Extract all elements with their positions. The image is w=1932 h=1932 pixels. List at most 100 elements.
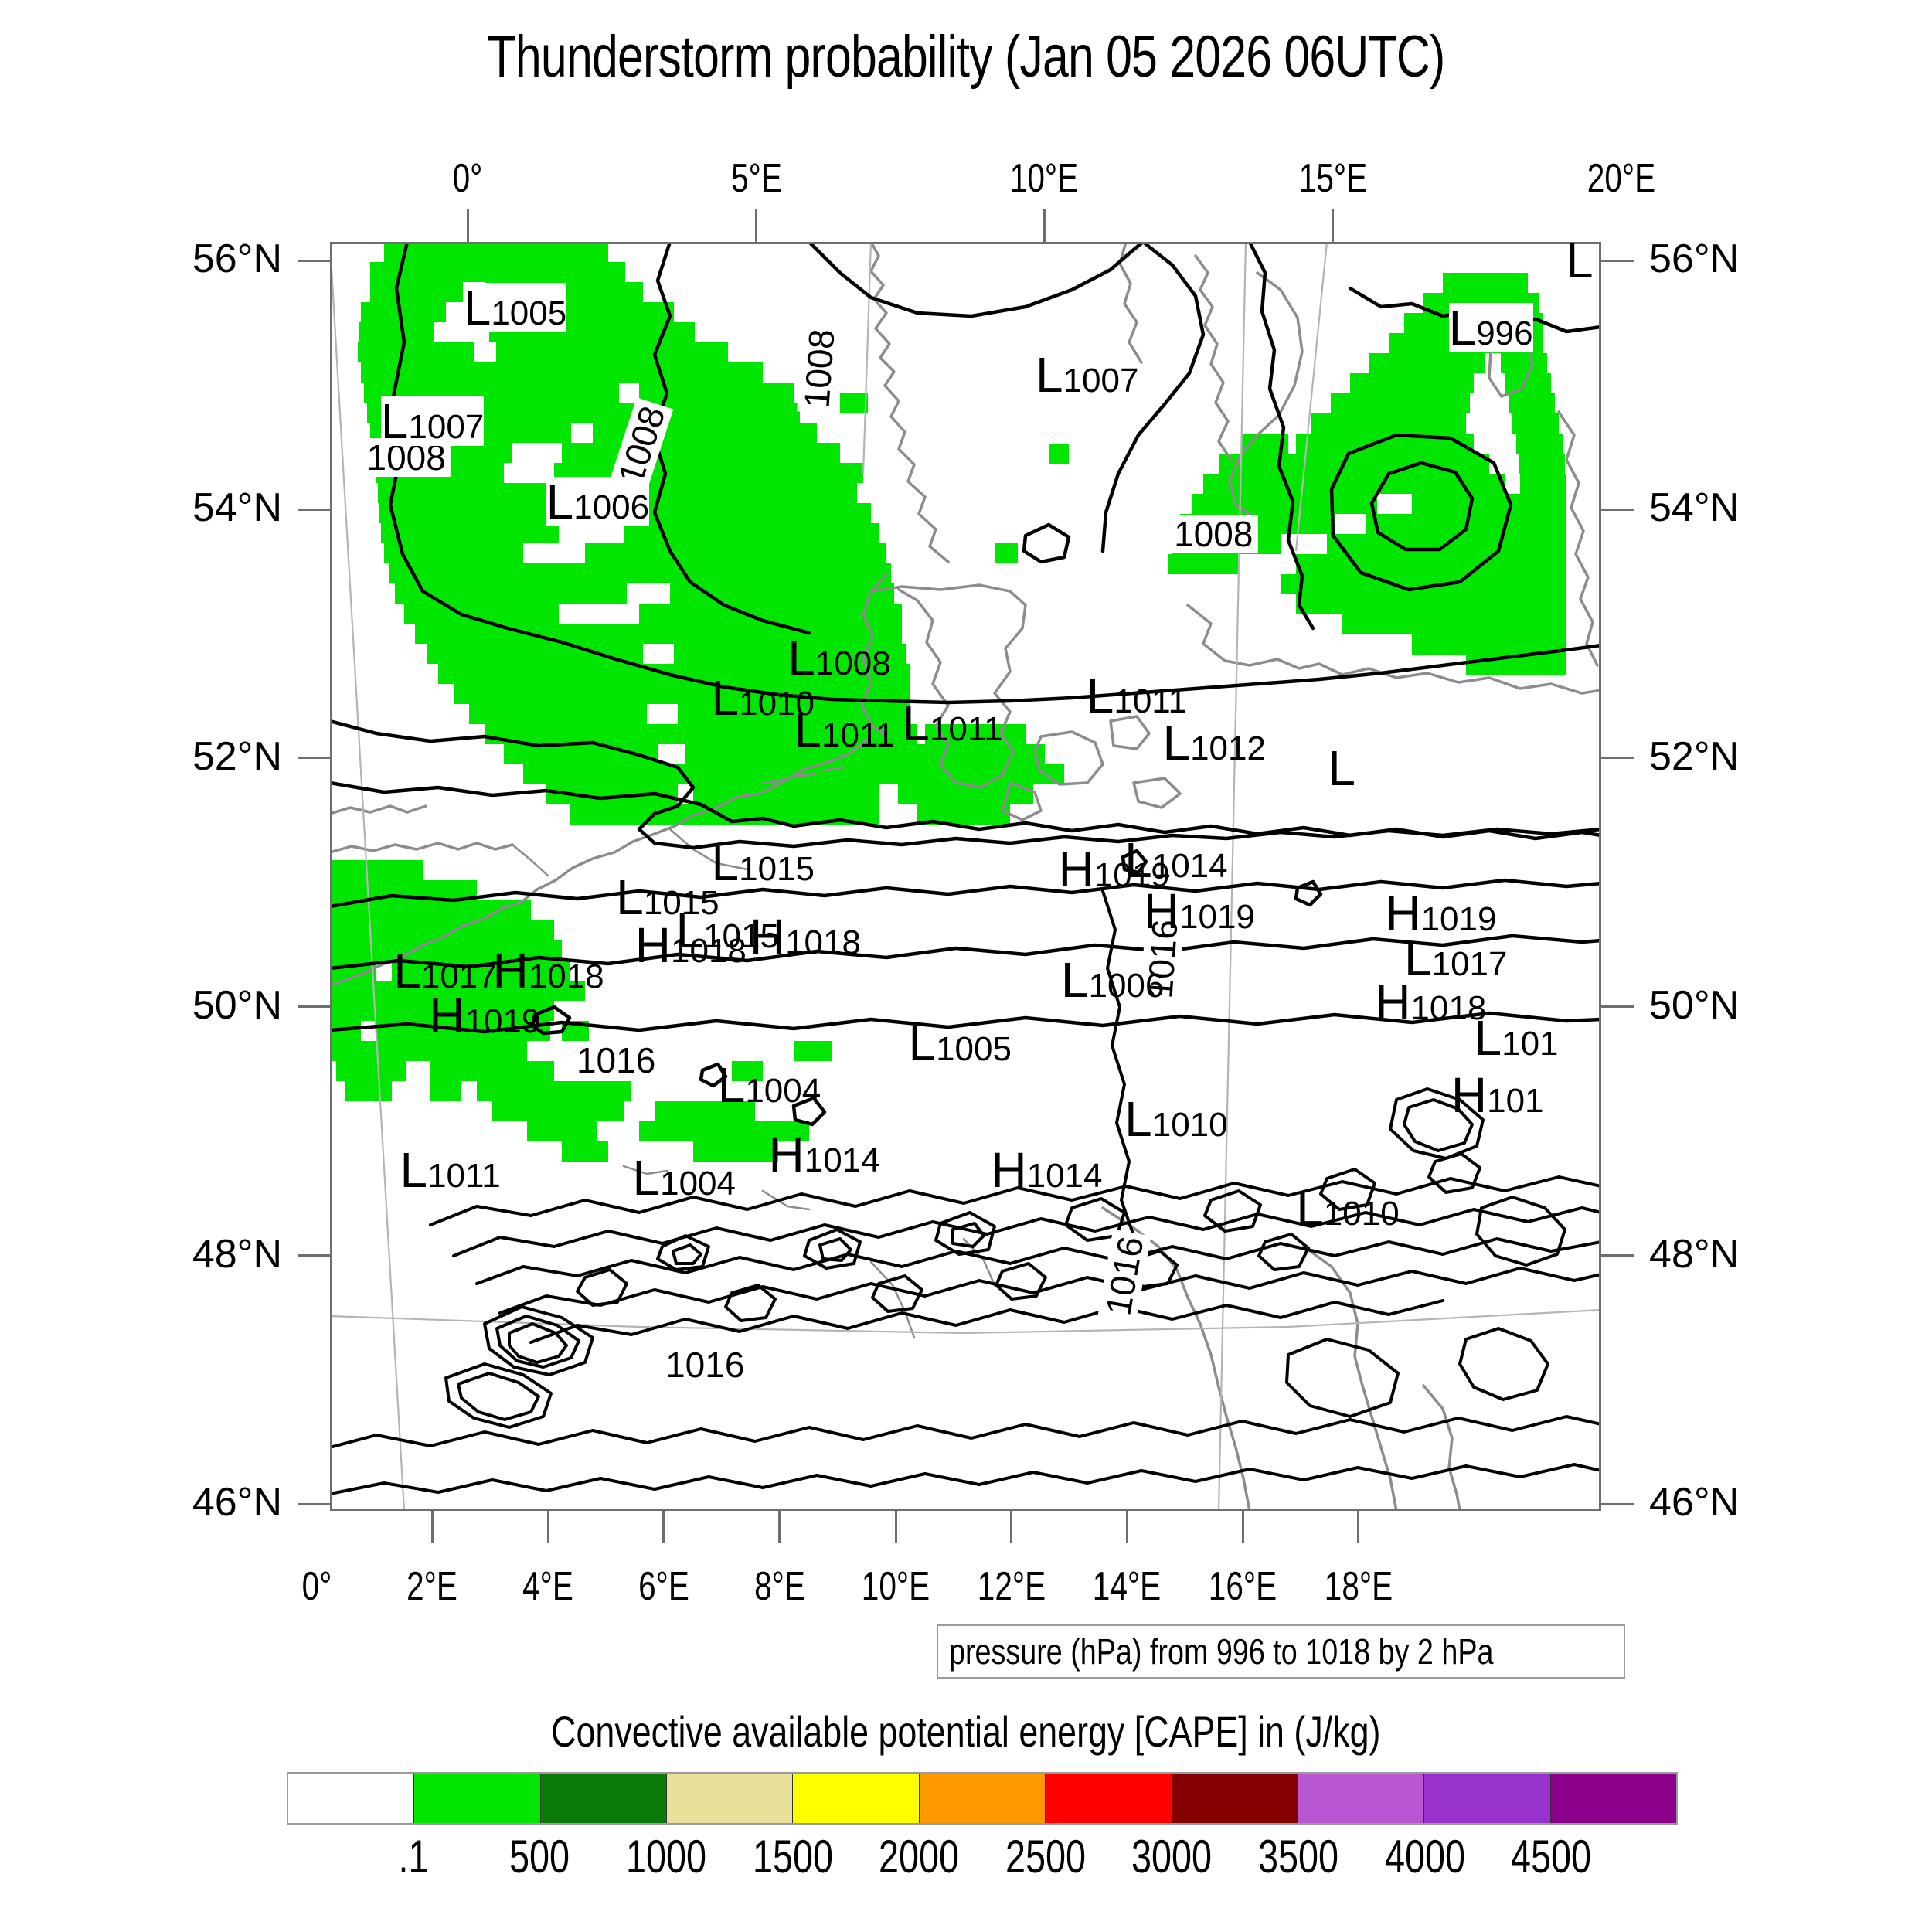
lon-label-bottom-3: 6°E — [638, 1564, 689, 1609]
system-value: 1017 — [420, 957, 497, 996]
system-type-letter: H — [429, 987, 465, 1043]
colorbar-tick-8: 4000 — [1384, 1831, 1465, 1883]
lat-label-left-1: 54°N — [192, 485, 282, 531]
low-pressure-label-15: L1015 — [675, 906, 778, 955]
system-type-letter: L — [1035, 346, 1063, 403]
colorbar-tick-9: 4500 — [1511, 1831, 1592, 1883]
lon-label-bottom-9: 18°E — [1324, 1564, 1393, 1609]
colorbar-segment-3 — [666, 1774, 793, 1823]
system-value: 1006 — [1088, 966, 1165, 1005]
system-type-letter: H — [749, 908, 786, 964]
graticule — [330, 242, 1601, 1511]
colorbar-segment-2 — [539, 1774, 667, 1823]
low-pressure-label-30: L1005 — [908, 1019, 1011, 1068]
system-value: 101 — [1502, 1025, 1559, 1063]
system-type-letter: L — [1124, 1091, 1152, 1148]
lat-tick-left-5 — [298, 1502, 330, 1505]
system-type-letter: L — [463, 279, 492, 335]
low-pressure-label-24: L101 — [1475, 1013, 1559, 1063]
system-value: 1004 — [745, 1072, 821, 1111]
lon-label-bottom-4: 8°E — [753, 1564, 805, 1609]
low-pressure-label-6: L1008 — [787, 633, 890, 682]
system-type-letter: L — [787, 629, 815, 685]
low-pressure-label-36: L1004 — [633, 1153, 736, 1202]
page-title: Thunderstorm probability (Jan 05 2026 06… — [487, 24, 1446, 90]
system-value: 101 — [1487, 1082, 1544, 1121]
colorbar-title-text: Convective available potential energy [C… — [551, 1707, 1381, 1756]
contour-label-1008-3: 1008 — [1169, 514, 1258, 553]
high-pressure-label-27: H1018 — [493, 946, 604, 995]
system-value: 1014 — [1151, 847, 1228, 886]
isobars — [330, 242, 1601, 1495]
lat-tick-right-5 — [1601, 1502, 1634, 1505]
colorbar-tick-layer: .1 500 1000 1500 2000 2500 3000 3500 4000 4500 — [287, 1830, 1678, 1884]
colorbar-segment-9 — [1423, 1774, 1550, 1823]
lon-label-bottom-6: 12°E — [977, 1564, 1046, 1609]
lon-tick-top-1 — [755, 209, 758, 242]
lat-label-right-2: 52°N — [1649, 733, 1740, 779]
system-value: 1010 — [739, 685, 815, 723]
colorbar-segment-0 — [288, 1774, 414, 1823]
pressure-legend-box: pressure (hPa) from 996 to 1018 by 2 hPa — [937, 1624, 1626, 1679]
low-pressure-label-32: L1010 — [1124, 1094, 1227, 1144]
system-type-letter: L — [393, 943, 421, 999]
system-value: 1015 — [643, 884, 719, 923]
lat-tick-left-3 — [298, 1005, 330, 1009]
lon-label-top-4: 20°E — [1587, 156, 1656, 201]
low-pressure-label-37: L1010 — [1296, 1183, 1399, 1233]
lon-tick-bottom-6 — [1010, 1511, 1013, 1543]
lat-tick-right-2 — [1601, 757, 1634, 760]
lon-tick-bottom-7 — [1125, 1511, 1128, 1543]
system-type-letter: L — [794, 702, 822, 758]
system-type-letter: H — [991, 1142, 1027, 1199]
system-type-letter: H — [1058, 841, 1094, 897]
lon-tick-bottom-5 — [894, 1511, 897, 1543]
system-type-letter: H — [768, 1127, 804, 1183]
system-type-letter: L — [1124, 832, 1152, 889]
system-value: 1017 — [1431, 944, 1508, 983]
low-pressure-label-12: L — [1328, 743, 1355, 793]
low-pressure-label-2: L1006 — [546, 476, 650, 526]
system-value: 1005 — [936, 1029, 1012, 1068]
system-value: 1018 — [1410, 989, 1487, 1028]
colorbar — [287, 1772, 1678, 1825]
colorbar-tick-3: 1500 — [752, 1831, 833, 1883]
system-type-letter: H — [492, 943, 529, 999]
lat-label-right-3: 50°N — [1649, 982, 1740, 1028]
high-pressure-label-17: H1018 — [750, 912, 861, 961]
system-value: 1019 — [1179, 898, 1255, 937]
lon-tick-bottom-8 — [1241, 1511, 1244, 1543]
lat-tick-left-1 — [298, 508, 330, 511]
low-pressure-label-7: L1010 — [712, 673, 815, 723]
map-plot-area — [330, 242, 1601, 1511]
system-type-letter: L — [1296, 1180, 1324, 1236]
system-type-letter: L — [1565, 232, 1594, 288]
lon-tick-top-3 — [1332, 209, 1335, 242]
lat-tick-right-4 — [1601, 1254, 1634, 1257]
lon-label-top-1: 5°E — [730, 156, 782, 201]
system-type-letter: L — [1162, 714, 1191, 770]
low-pressure-label-31: L1004 — [718, 1060, 821, 1110]
low-pressure-label-0: L1005 — [463, 279, 567, 335]
low-pressure-label-19: L1014 — [1124, 835, 1227, 885]
low-pressure-label-8: L1011 — [794, 705, 894, 754]
low-pressure-label-1: L1007 — [380, 396, 485, 447]
system-value: 1007 — [408, 408, 485, 447]
lat-tick-left-2 — [298, 757, 330, 760]
system-value: 1019 — [1420, 900, 1497, 939]
lon-tick-bottom-9 — [1357, 1511, 1360, 1543]
lon-label-top-2: 10°E — [1010, 156, 1079, 201]
lon-label-bottom-0: 0° — [301, 1564, 332, 1609]
system-type-letter: H — [1451, 1067, 1488, 1124]
system-value: 1018 — [671, 932, 747, 971]
low-pressure-label-26: L1017 — [393, 946, 496, 995]
high-pressure-label-20: H1019 — [1144, 886, 1255, 936]
map-frame — [330, 242, 1601, 1511]
colorbar-segment-4 — [792, 1774, 919, 1823]
colorbar-segment-5 — [918, 1774, 1046, 1823]
lon-tick-bottom-2 — [546, 1511, 549, 1543]
system-type-letter: L — [400, 1142, 428, 1199]
colorbar-segment-10 — [1549, 1774, 1676, 1823]
colorbar-tick-5: 2500 — [1005, 1831, 1086, 1883]
lon-tick-bottom-3 — [662, 1511, 665, 1543]
